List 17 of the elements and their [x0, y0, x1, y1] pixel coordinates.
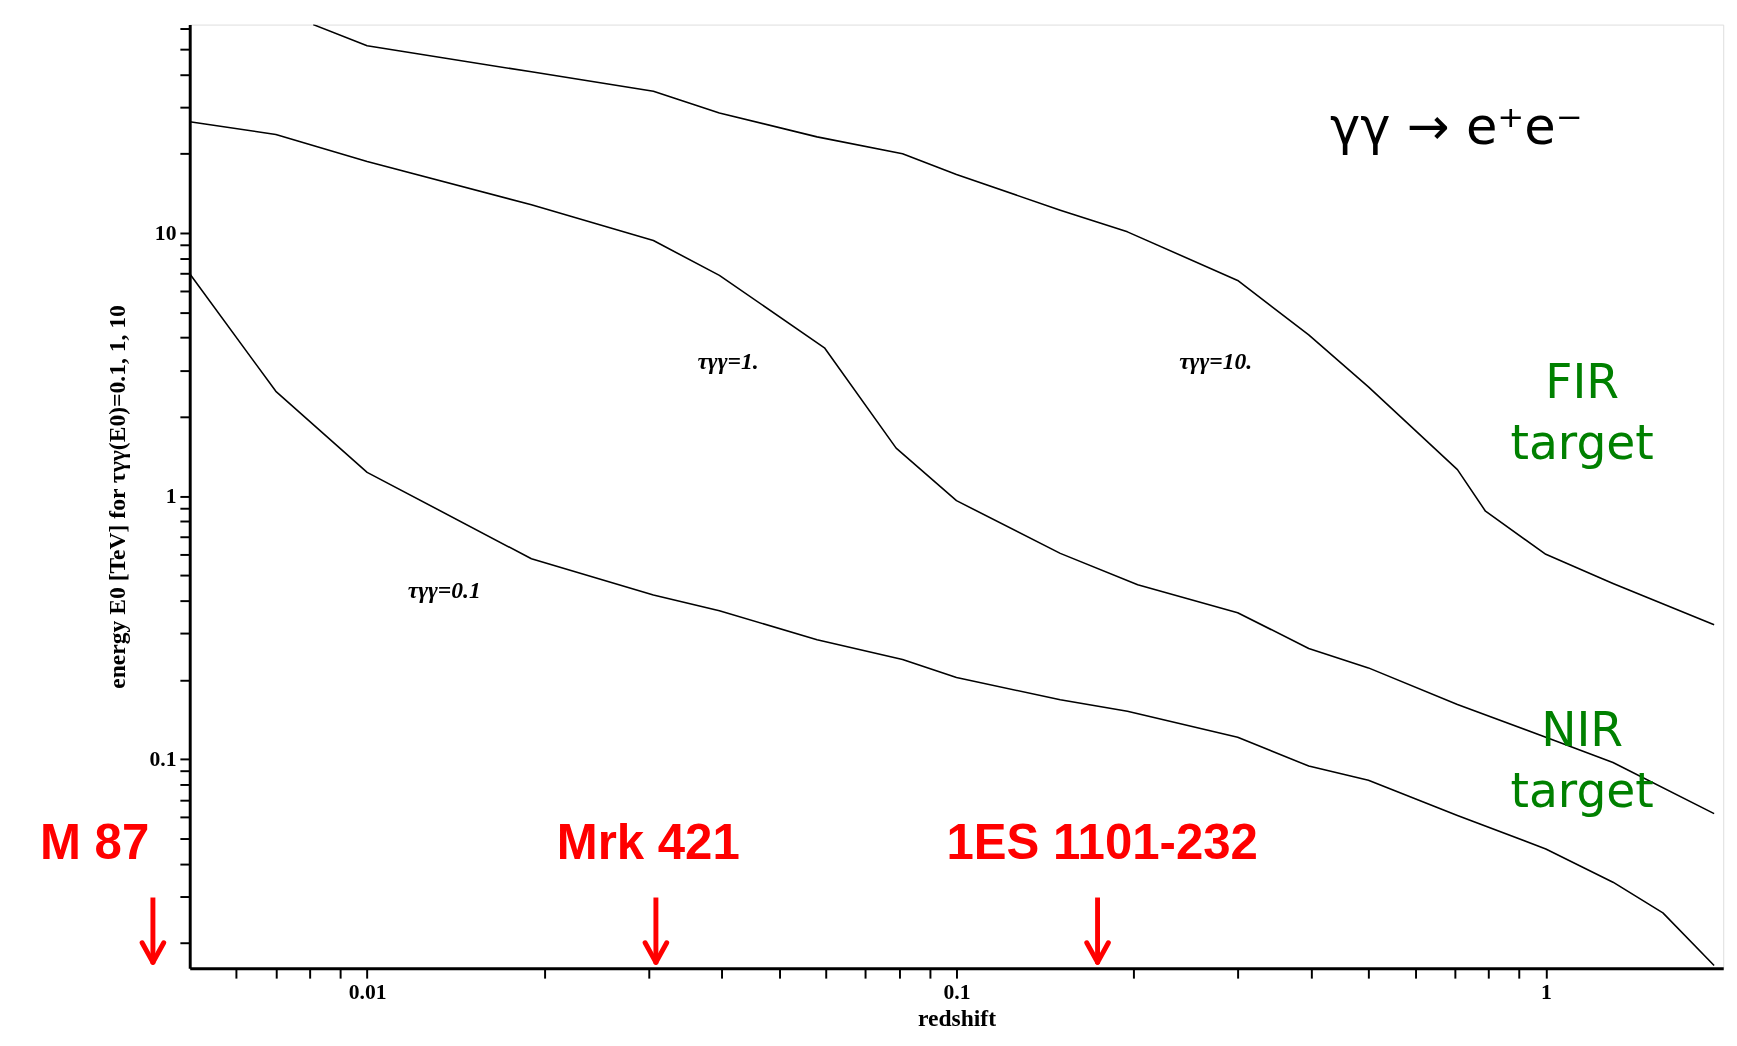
x-tick-label: 1 [1540, 980, 1552, 1005]
annotation: γγ → e⁺e⁻ [1330, 97, 1583, 157]
x-axis-title: redshift [917, 1004, 997, 1031]
text: M 87 [40, 815, 150, 870]
annotation: τγγ=0.1 [407, 576, 481, 603]
x-tick-label: 0.1 [943, 980, 971, 1005]
annotation: τγγ=10. [1179, 348, 1253, 375]
x-tick-label: 0.01 [348, 980, 387, 1005]
y-tick-label: 10 [154, 221, 177, 246]
annotation: τγγ=1. [697, 348, 759, 375]
y-axis-title: energy E0 [TeV] for τγγ(E0)=0.1, 1, 10 [103, 305, 130, 689]
annotation: FIR target [1510, 353, 1654, 471]
y-tick-label: 0.1 [149, 747, 177, 772]
annotation: NIR target [1510, 702, 1654, 819]
annotation: 1ES 1101-232 [946, 815, 1258, 870]
annotation: Mrk 421 [556, 815, 740, 870]
y-tick-label: 1 [165, 484, 177, 509]
